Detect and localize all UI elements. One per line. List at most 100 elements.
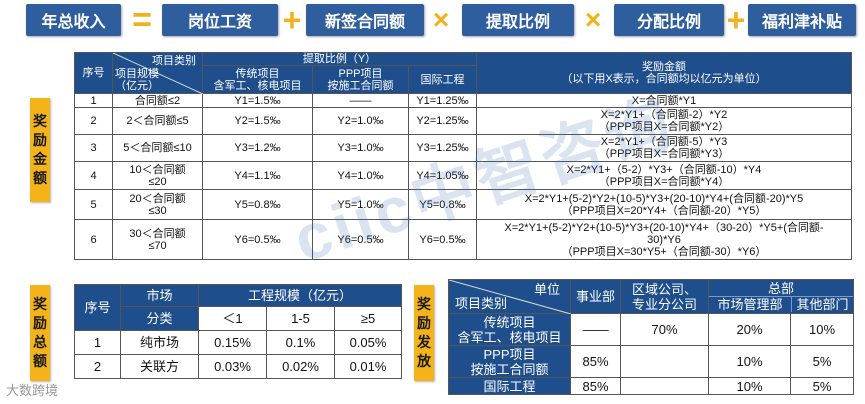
cell-seq: 2 xyxy=(74,107,113,135)
cell-market-dept: 10% xyxy=(708,345,791,378)
cell-bonus: X=2*Y1+（合同额-2）*Y2 （PPP项目X=合同额*Y2） xyxy=(476,107,852,135)
table-row: 1 合同额≤2 Y1=1.5‰ —— Y1=1.25‰ X=合同额*Y1 xyxy=(74,93,852,108)
header-hq-label: 总部 xyxy=(709,281,853,297)
cell-seq: 1 xyxy=(74,93,113,108)
header-market-dept: 市场管理部 xyxy=(709,297,792,312)
cell-market-dept: 10% xyxy=(708,377,791,395)
cell-1to5: 0.02% xyxy=(266,354,335,379)
cell-business-unit: —— xyxy=(570,313,621,346)
cell-ppp: Y2=1.0‰ xyxy=(312,107,409,135)
header-hq: 总部 市场管理部 其他部门 xyxy=(708,279,854,314)
plus-sign-2: + xyxy=(726,1,746,38)
table-row: 4 10＜合同额 ≤20 Y4=1.1‰ Y4=1.0‰ Y4=1.05‰ X=… xyxy=(74,161,852,190)
cell-traditional: Y1=1.5‰ xyxy=(202,93,313,108)
header-diagonal-cell: 单位 项目类别 xyxy=(448,279,571,314)
watermark-source: 大数跨境 xyxy=(6,383,59,398)
diagonal-line xyxy=(113,53,203,94)
times-sign-1: × xyxy=(432,4,450,35)
cell-market-dept: 20% xyxy=(708,313,791,346)
header-seq: 序号 xyxy=(74,284,121,331)
table-row: 国际工程 85% 10% 5% xyxy=(448,377,854,395)
header-diagonal-cell: 项目类别 项目规模 （亿元） xyxy=(112,52,203,94)
cell-type: 传统项目 含军工、核电项目 xyxy=(448,313,571,346)
cell-international: Y4=1.05‰ xyxy=(408,161,477,190)
cell-type: 国际工程 xyxy=(448,377,571,395)
cell-other-dept: 5% xyxy=(790,377,854,395)
cell-ppp: Y6=0.5‰ xyxy=(312,219,409,260)
table-row: 3 5＜合同额≤10 Y3=1.2‰ Y3=1.0‰ Y3=1.25‰ X=2*… xyxy=(74,134,852,162)
cell-bonus: X=2*Y1+（5-2）*Y3+（合同额-10）*Y4 （PPP项目X=合同额*… xyxy=(476,161,852,190)
cell-traditional: Y2=1.5‰ xyxy=(202,107,313,135)
cell-seq: 6 xyxy=(74,219,113,260)
header-class: 分类 xyxy=(120,306,199,331)
distribution-ratio-box: 分配比例 xyxy=(614,4,724,36)
cell-traditional: Y6=0.5‰ xyxy=(202,219,313,260)
table-row: 1 纯市场 0.15% 0.1% 0.05% xyxy=(74,330,402,355)
cell-ge5: 0.05% xyxy=(334,330,402,355)
header-item-type: 项目类别 xyxy=(152,55,196,67)
cell-region: 70% xyxy=(620,313,709,346)
cell-lt1: 0.15% xyxy=(198,330,267,355)
cell-traditional: Y4=1.1‰ xyxy=(202,161,313,190)
cell-scale: 5＜合同额≤10 xyxy=(112,134,203,162)
cell-class: 纯市场 xyxy=(120,330,199,355)
equals-sign: = xyxy=(132,0,152,39)
cell-bonus: X=合同额*Y1 xyxy=(476,93,852,108)
cell-seq: 3 xyxy=(74,134,113,162)
header-region: 区域公司、 专业分公司 xyxy=(620,279,709,314)
cell-international: Y2=1.25‰ xyxy=(408,107,477,135)
cell-ppp: Y3=1.0‰ xyxy=(312,134,409,162)
diagonal-line xyxy=(449,280,571,314)
cell-scale: 10＜合同额 ≤20 xyxy=(112,161,203,190)
cell-seq: 2 xyxy=(74,354,121,379)
header-seq: 序号 xyxy=(74,52,113,94)
cell-business-unit: 85% xyxy=(570,345,621,378)
header-type: 项目类别 xyxy=(455,296,508,311)
cell-bonus: X=2*Y1+(5-2)*Y2+(10-5)*Y3+(20-10)*Y4+（30… xyxy=(476,219,852,260)
cell-scale: 2＜合同额≤5 xyxy=(112,107,203,135)
cell-traditional: Y3=1.2‰ xyxy=(202,134,313,162)
header-1to5: 1-5 xyxy=(266,306,335,331)
cell-type: PPP项目 按施工合同额 xyxy=(448,345,571,378)
header-extraction: 提取比例（Y） xyxy=(202,52,477,66)
cell-scale: 20＜合同额 ≤30 xyxy=(112,189,203,220)
base-salary-box: 岗位工资 xyxy=(162,4,278,36)
header-other-dept: 其他部门 xyxy=(796,297,849,312)
header-unit: 单位 xyxy=(533,282,560,297)
cell-business-unit: 85% xyxy=(570,377,621,395)
table-row: 传统项目 含军工、核电项目 —— 70% 20% 10% xyxy=(448,313,854,346)
cell-seq: 4 xyxy=(74,161,113,190)
table-row: 6 30＜合同额 ≤70 Y6=0.5‰ Y6=0.5‰ Y6=0.5‰ X=2… xyxy=(74,219,852,260)
side-label-bonus-amount: 奖 励 金 额 xyxy=(30,98,50,202)
cell-other-dept: 5% xyxy=(790,345,854,378)
header-market: 市场 xyxy=(120,284,199,307)
bonus-distribution-table: 单位 项目类别 事业部 区域公司、 专业分公司 总部 市场管理部 其他部门 传统… xyxy=(448,279,854,395)
header-business-unit: 事业部 xyxy=(570,279,621,314)
cell-seq: 5 xyxy=(74,189,113,220)
header-traditional: 传统项目 含军工、核电项目 xyxy=(202,65,313,94)
cell-ppp: —— xyxy=(312,93,409,108)
cell-international: Y1=1.25‰ xyxy=(408,93,477,108)
header-bonus: 奖励金额 （以下用X表示，合同额均以亿元为单位） xyxy=(476,52,852,94)
extraction-ratio-box: 提取比例 xyxy=(462,4,574,36)
cell-seq: 1 xyxy=(74,330,121,355)
header-lt1: ＜1 xyxy=(198,306,267,331)
plus-sign-1: + xyxy=(282,1,302,38)
cell-international: Y3=1.25‰ xyxy=(408,134,477,162)
table-row: PPP项目 按施工合同额 85% 10% 5% xyxy=(448,345,854,378)
side-label-bonus-distribution: 奖 励 发 放 xyxy=(414,285,434,381)
side-label-bonus-total: 奖 励 总 额 xyxy=(30,285,50,381)
cell-scale: 30＜合同额 ≤70 xyxy=(112,219,203,260)
benefits-box: 福利津补贴 xyxy=(748,4,856,36)
cell-bonus: X=2*Y1+（合同额-5）*Y3 （PPP项目X=合同额*Y3） xyxy=(476,134,852,162)
cell-international: Y5=0.8‰ xyxy=(408,189,477,220)
new-contract-box: 新签合同额 xyxy=(306,4,424,36)
cell-1to5: 0.1% xyxy=(266,330,335,355)
cell-region xyxy=(620,377,709,395)
bonus-total-table: 序号 市场 工程规模（亿元） 分类 ＜1 1-5 ≥5 1 纯市场 0.15% … xyxy=(74,284,402,379)
cell-bonus: X=2*Y1+(5-2)*Y2+(10-5)*Y3+(20-10)*Y4+(合同… xyxy=(476,189,852,220)
table-row: 2 2＜合同额≤5 Y2=1.5‰ Y2=1.0‰ Y2=1.25‰ X=2*Y… xyxy=(74,107,852,135)
header-scale: 项目规模 （亿元） xyxy=(115,68,159,92)
header-ge5: ≥5 xyxy=(334,306,402,331)
cell-ppp: Y4=1.0‰ xyxy=(312,161,409,190)
